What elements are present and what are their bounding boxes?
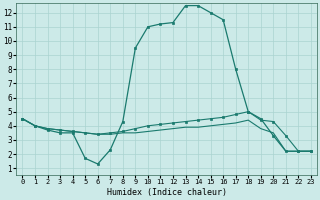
X-axis label: Humidex (Indice chaleur): Humidex (Indice chaleur): [107, 188, 227, 197]
